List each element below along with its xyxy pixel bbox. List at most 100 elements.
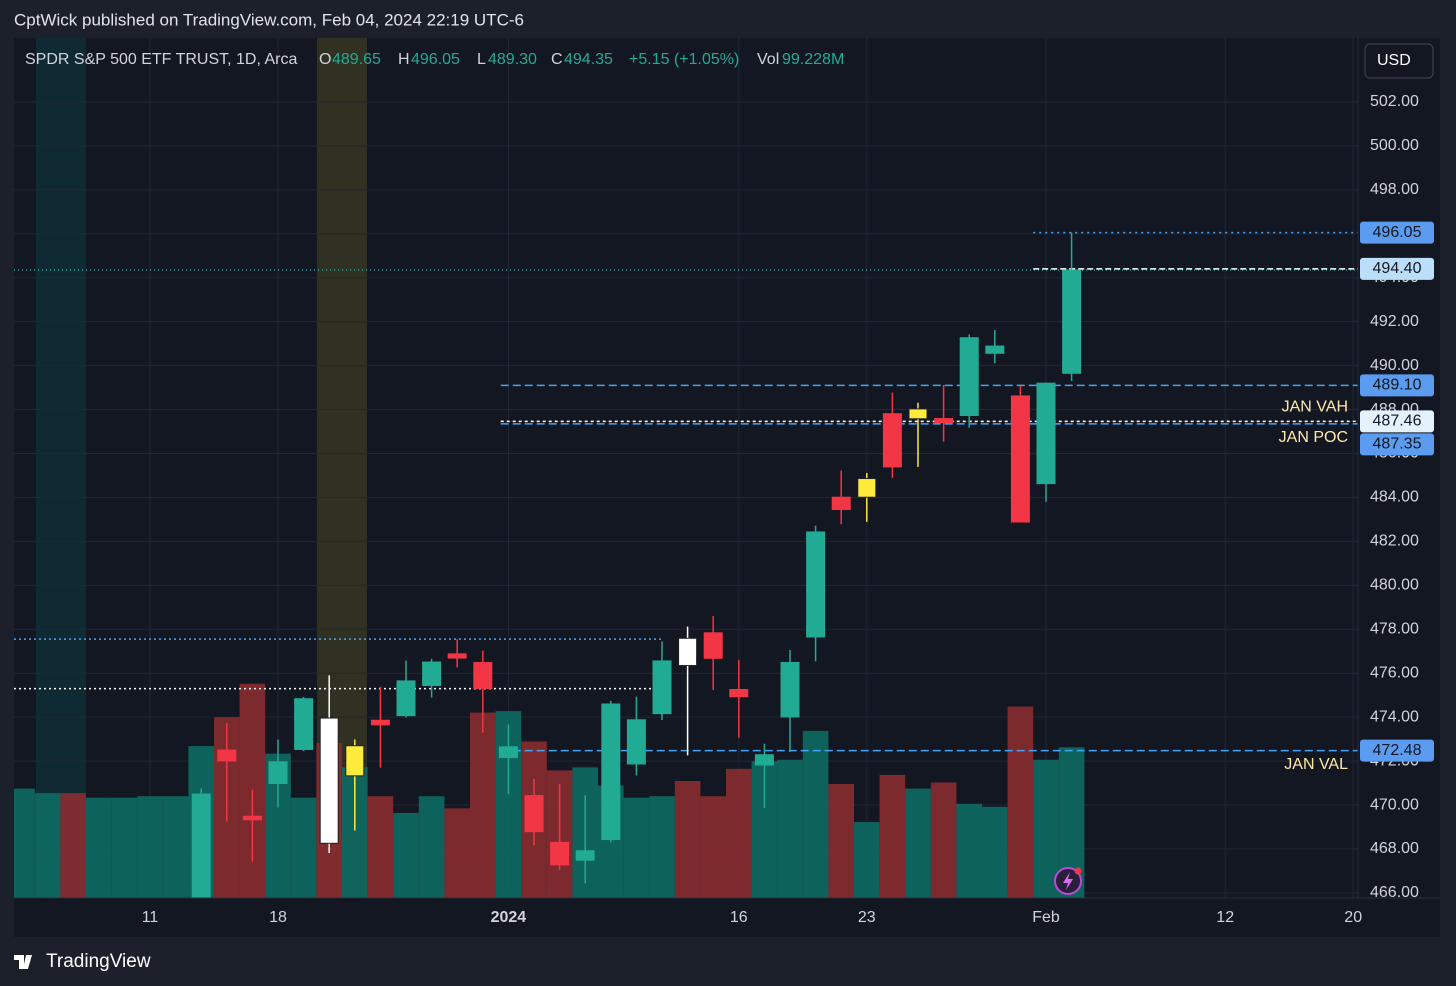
candle-body [934, 418, 954, 424]
candle-body [908, 408, 928, 420]
highlight-column [36, 38, 86, 898]
y-tick-label: 498.00 [1370, 181, 1419, 198]
price-tag-label: 496.05 [1373, 224, 1422, 241]
volume-bar [623, 797, 650, 898]
legend-key: Vol [757, 51, 779, 68]
candle-body [857, 478, 877, 498]
candle-body [1062, 269, 1082, 374]
candle-body [370, 719, 390, 726]
candle-body [268, 761, 288, 785]
candle-body [422, 661, 442, 687]
volume-bar [444, 808, 470, 898]
candle-body [754, 754, 774, 766]
price-tag [1360, 410, 1434, 433]
candle-body [575, 850, 595, 861]
price-tag-label: 489.10 [1373, 377, 1422, 394]
volume-bar [162, 796, 189, 898]
candle-body [703, 632, 723, 659]
volume-bar [854, 822, 880, 898]
y-tick-label: 502.00 [1370, 93, 1419, 110]
level-name: JAN VAL [1284, 756, 1348, 773]
y-tick-label: 470.00 [1370, 796, 1419, 813]
volume-bar [418, 796, 445, 898]
y-tick-label: 476.00 [1370, 664, 1419, 681]
candle-body [831, 496, 851, 511]
price-tag [1360, 739, 1434, 762]
legend-key: C [551, 51, 563, 68]
candle-body [780, 661, 800, 718]
legend-key: L [477, 51, 486, 68]
volume-bar [86, 797, 112, 898]
volume-bar [367, 796, 394, 898]
alert-icon-bolt [1063, 872, 1073, 890]
candle-body [191, 793, 211, 898]
candle-body [242, 815, 262, 821]
currency[interactable]: USD [1377, 52, 1411, 69]
legend-value: 494.35 [564, 51, 613, 68]
alert-dot [1074, 867, 1082, 875]
y-tick-label: 474.00 [1370, 708, 1419, 725]
volume-bar [14, 788, 35, 898]
publisher: CptWick published on TradingView.com, Fe… [14, 10, 524, 29]
legend-value: 99.228M [782, 51, 844, 68]
candle-body [806, 531, 826, 638]
volume-bar [674, 781, 701, 898]
currency-button[interactable] [1364, 43, 1434, 79]
x-tick-label: Feb [1032, 909, 1060, 926]
candle-body [396, 680, 416, 717]
legend-value: 496.05 [411, 51, 460, 68]
candle-body [447, 653, 467, 659]
candle-body [601, 703, 621, 841]
candle-body [345, 745, 365, 777]
y-tick-label: 490.00 [1370, 357, 1419, 374]
x-tick-label: 16 [730, 909, 748, 926]
price-tag-label: 472.48 [1373, 742, 1422, 759]
x-tick-label: 12 [1216, 909, 1234, 926]
brand: TradingView [46, 951, 151, 972]
volume-bar [930, 782, 957, 898]
candle-body [1010, 395, 1030, 523]
candle-body [729, 688, 749, 698]
candle-body [882, 413, 902, 468]
volume-bar [60, 793, 86, 898]
legend-change: +5.15 (+1.05%) [629, 51, 739, 68]
candle-body [473, 661, 493, 689]
candle-body [959, 337, 979, 416]
volume-bar [34, 793, 61, 898]
legend-symbol: SPDR S&P 500 ETF TRUST, 1D, Arca [25, 51, 297, 68]
volume-bar [905, 788, 931, 898]
y-tick-label: 492.00 [1370, 313, 1419, 330]
price-tag-label: 487.35 [1373, 436, 1422, 453]
volume-bar [137, 796, 163, 898]
x-tick-label: 23 [858, 909, 876, 926]
y-tick-label: 478.00 [1370, 620, 1419, 637]
volume-bar [470, 712, 496, 898]
candle-body [498, 746, 518, 759]
x-tick-label: 20 [1344, 909, 1362, 926]
volume-bar [879, 774, 906, 898]
price-tag-label: 494.40 [1373, 260, 1422, 277]
candle-body [652, 660, 672, 715]
price-tag [1360, 257, 1434, 280]
legend-value: 489.65 [332, 51, 381, 68]
price-tag-label: 487.46 [1373, 413, 1422, 430]
legend-value: 489.30 [488, 51, 537, 68]
candle-body [626, 719, 646, 765]
volume-bar [290, 797, 317, 898]
volume-bar [982, 806, 1008, 898]
volume-bar [828, 784, 854, 898]
volume-bar [1033, 759, 1059, 898]
candle-body [294, 698, 314, 750]
volume-bar [111, 797, 138, 898]
candle-body [217, 749, 237, 762]
level-name: JAN VAH [1282, 399, 1348, 416]
y-tick-label: 484.00 [1370, 489, 1419, 506]
x-tick-label: 2024 [491, 909, 527, 926]
legend-key: O [319, 51, 331, 68]
volume-bar [649, 796, 675, 898]
y-tick-label: 500.00 [1370, 137, 1419, 154]
x-tick-label: 18 [269, 909, 287, 926]
candle-body [319, 717, 339, 844]
brand-logo [14, 955, 32, 969]
